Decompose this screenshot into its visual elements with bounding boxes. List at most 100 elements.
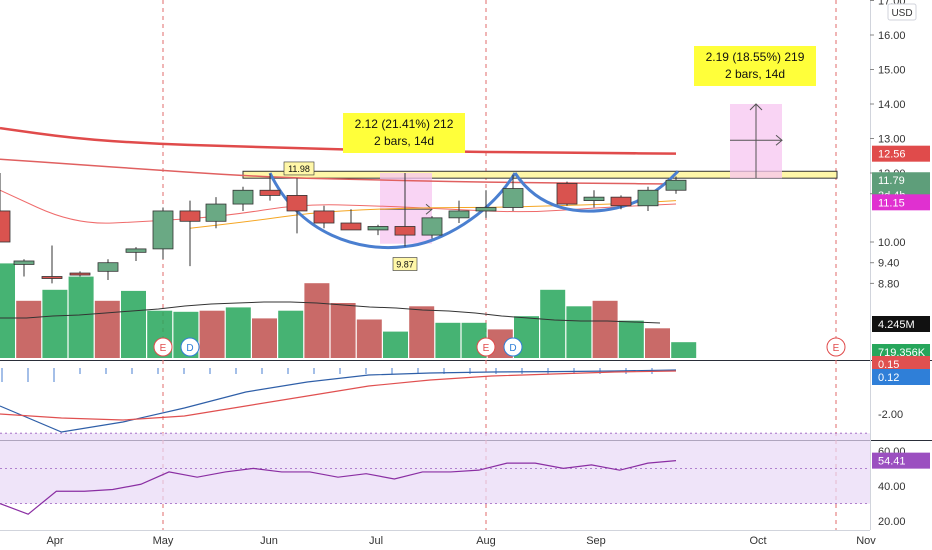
event-badge-label: E <box>483 343 490 354</box>
rsi-line <box>0 460 677 515</box>
arrow-head <box>425 203 433 215</box>
ema-long-line <box>0 126 677 155</box>
candle-body <box>286 195 308 212</box>
price-tick-label: 15.00 <box>878 65 906 77</box>
candle-body <box>502 188 524 208</box>
candle-body <box>340 222 362 231</box>
candle-body <box>665 179 687 191</box>
price-tick-label: 10.00 <box>878 237 906 249</box>
candle-body <box>259 189 281 196</box>
month-label: Oct <box>749 535 766 547</box>
volume-bar <box>0 263 15 358</box>
volume-bar <box>252 318 277 358</box>
event-badge <box>503 337 523 357</box>
price-axis: 17.0016.0015.0014.0013.0012.0011.4010.00… <box>870 0 930 528</box>
last-price-tag: 11.79 <box>878 175 905 187</box>
volume-bar <box>409 306 435 358</box>
volume-bar <box>199 310 225 358</box>
candle-body <box>556 182 578 205</box>
event-badge-label: D <box>509 343 516 354</box>
last-price-tag-bg <box>872 172 930 189</box>
arrow-head <box>775 134 783 146</box>
candle-body <box>232 189 254 205</box>
volume-bar <box>42 289 68 358</box>
high-label: 11.98 <box>288 164 310 174</box>
volume-bar <box>225 307 251 358</box>
month-label: Sep <box>586 535 606 547</box>
volume-bar <box>435 322 461 358</box>
volume-bar <box>330 303 356 358</box>
candle-body <box>583 196 605 201</box>
measure-box <box>343 113 465 153</box>
rsi-value-tag-bg <box>872 452 930 469</box>
candle-body <box>69 272 91 276</box>
month-label: Nov <box>856 535 876 547</box>
macd-value-tag: 0.12 <box>878 372 899 384</box>
measure-change-text: 2.19 (18.55%) 219 <box>706 50 805 64</box>
ema-short-line <box>0 189 677 224</box>
measure-change-text: 2.12 (21.41%) 212 <box>355 117 454 131</box>
price-tick-label: 9.40 <box>878 258 899 270</box>
handle-curve <box>513 170 680 213</box>
macd-tick-label: -2.00 <box>878 409 903 421</box>
event-badge <box>826 337 846 357</box>
event-badge <box>180 337 200 357</box>
volume-bars <box>0 263 697 358</box>
moving-averages <box>0 126 677 229</box>
month-label: Jun <box>260 535 278 547</box>
ma-price-tag-bg <box>872 194 930 211</box>
signal-line <box>0 370 677 421</box>
volume-bar <box>592 300 618 358</box>
candlesticks <box>0 173 687 284</box>
candle-body <box>394 226 416 236</box>
candle-body <box>475 207 497 212</box>
month-label: Aug <box>476 535 496 547</box>
volume-average-tag: 4.245M <box>878 319 915 331</box>
rsi-tick-label: 40.00 <box>878 481 906 493</box>
volume-bar <box>618 320 644 358</box>
macd-value-tag-bg <box>872 369 930 385</box>
volume-bar <box>121 290 146 358</box>
volume-bar <box>671 342 697 358</box>
candle-body <box>205 203 227 222</box>
price-tick-label: 8.80 <box>878 278 899 290</box>
rsi-tick-label: 20.00 <box>878 516 906 528</box>
rsi-value-tag: 54.41 <box>878 456 906 468</box>
candle-body <box>0 210 11 243</box>
ma-price-tag: 11.15 <box>878 197 905 209</box>
candle-body <box>637 189 659 207</box>
candle-body <box>125 248 147 253</box>
volume-bar <box>540 289 566 358</box>
measure-box <box>694 46 816 86</box>
candle-body <box>421 217 443 236</box>
candle-body <box>97 262 119 272</box>
signal-value-tag-bg <box>872 356 930 372</box>
price-tick-label: 14.00 <box>878 99 906 111</box>
event-badge <box>153 337 173 357</box>
volume-bar <box>16 300 42 358</box>
volume-average-line <box>0 301 661 324</box>
candle-body <box>13 260 35 265</box>
currency-badge[interactable]: USD <box>887 3 917 21</box>
arrow-head <box>749 103 763 111</box>
candle-body <box>313 210 335 224</box>
macd-line <box>0 369 677 433</box>
candle-body <box>448 210 470 219</box>
ema-mid-line <box>0 158 677 185</box>
volume-average-tag-bg <box>872 316 930 332</box>
event-badge-label: E <box>833 343 840 354</box>
low-label: 9.87 <box>396 260 414 270</box>
event-badge-label: E <box>160 343 167 354</box>
signal-value-tag: 0.15 <box>878 359 899 371</box>
volume-bar <box>566 306 592 358</box>
ma-orange-line <box>189 200 677 229</box>
candle-body <box>179 210 201 222</box>
ema-price-tag: 12.56 <box>878 149 906 161</box>
month-label: Apr <box>46 535 63 547</box>
measure-bars-text: 2 bars, 14d <box>725 67 785 81</box>
volume-bar <box>68 276 94 358</box>
event-badge <box>476 337 496 357</box>
measure-bars-text: 2 bars, 14d <box>374 134 434 148</box>
currency-label: USD <box>891 8 912 19</box>
